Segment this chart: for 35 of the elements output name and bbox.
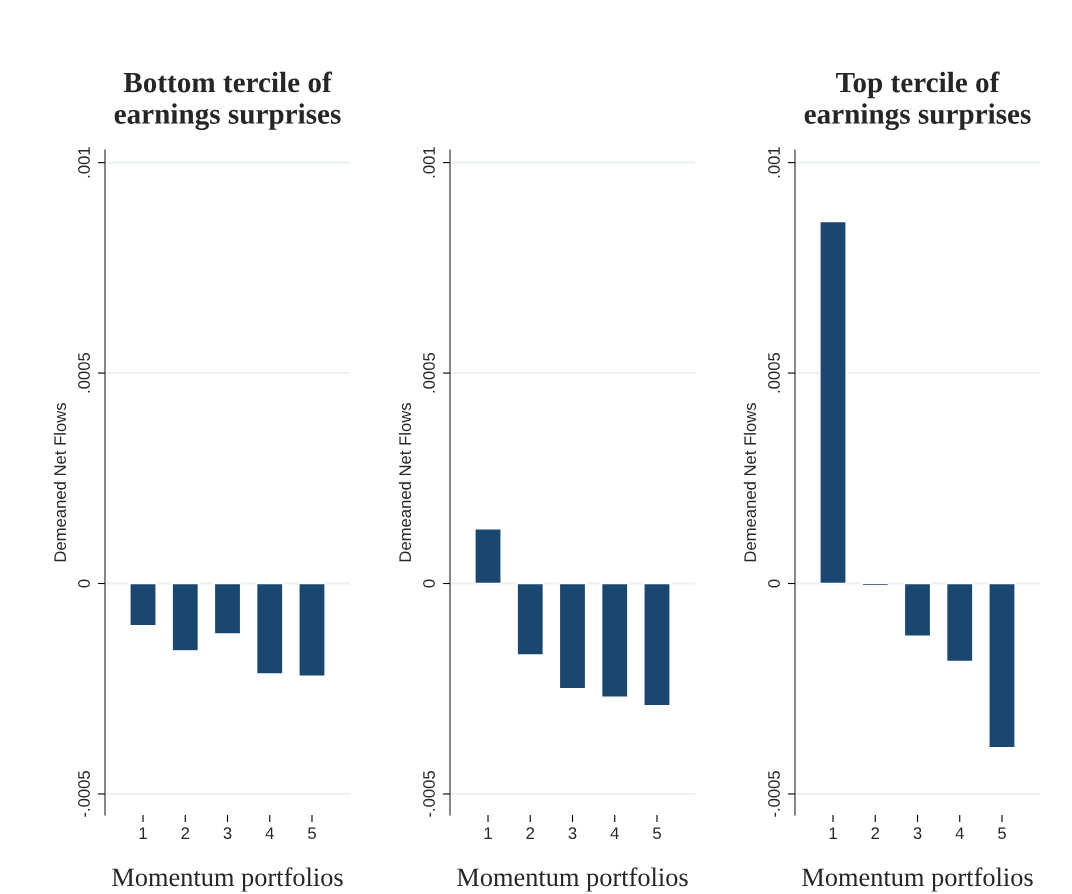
- chart-title: Top tercile of earnings surprises: [804, 71, 1031, 131]
- x-tick-label: 4: [610, 827, 619, 839]
- x-tick-label: 5: [998, 827, 1006, 840]
- x-tick-label: 4: [955, 827, 964, 839]
- y-axis-title: Demeaned Net Flows: [398, 402, 412, 562]
- y-tick-label: 0: [423, 579, 435, 588]
- y-tick-label: .001: [423, 147, 435, 178]
- x-tick-label: 1: [829, 827, 837, 839]
- x-tick-label: 1: [484, 827, 492, 839]
- y-tick-label: .001: [768, 147, 780, 178]
- y-tick-label: 0: [768, 579, 780, 588]
- y-tick-label: -.0005: [78, 771, 90, 817]
- y-tick-label: 0: [78, 579, 90, 588]
- y-tick-label: .0005: [423, 352, 435, 393]
- x-tick-label: 3: [223, 827, 232, 840]
- x-axis-title: Momentum portfolios: [457, 867, 688, 892]
- x-axis-title: Momentum portfolios: [802, 867, 1033, 892]
- x-tick-label: 2: [526, 827, 535, 839]
- x-axis-title: Momentum portfolios: [112, 867, 343, 892]
- x-tick-label: 5: [308, 827, 316, 840]
- x-tick-label: 3: [568, 827, 577, 840]
- x-tick-label: 2: [181, 827, 190, 839]
- y-tick-label: -.0005: [423, 771, 435, 817]
- y-tick-label: .001: [78, 147, 90, 178]
- x-tick-label: 3: [913, 827, 922, 840]
- x-tick-label: 4: [265, 827, 274, 839]
- y-tick-label: .0005: [78, 352, 90, 393]
- x-tick-label: 2: [871, 827, 880, 839]
- y-axis-title: Demeaned Net Flows: [743, 402, 757, 562]
- y-axis-title: Demeaned Net Flows: [53, 402, 67, 562]
- x-tick-label: 1: [139, 827, 147, 839]
- chart-title: Bottom tercile of earnings surprises: [114, 71, 341, 131]
- y-tick-label: -.0005: [768, 771, 780, 817]
- x-tick-label: 5: [653, 827, 661, 840]
- y-tick-label: .0005: [768, 352, 780, 393]
